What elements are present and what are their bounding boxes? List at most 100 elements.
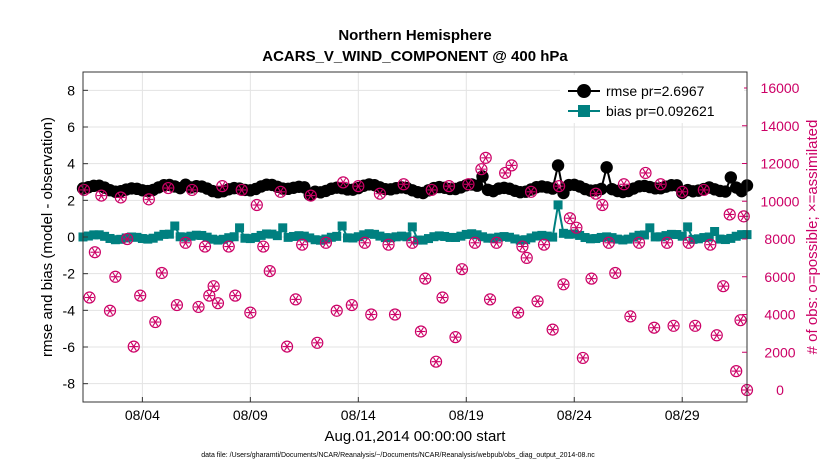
bias-point — [564, 229, 574, 239]
left-tick-label: -4 — [63, 302, 76, 318]
bias-point — [370, 229, 380, 239]
bias-point — [197, 230, 207, 240]
bias-point — [418, 235, 428, 245]
obs-possible-marker — [682, 236, 695, 249]
obs-count-point — [358, 236, 371, 249]
obs-count-point — [382, 238, 395, 251]
obs-assimilated-marker — [587, 274, 597, 283]
obs-assimilated-marker — [641, 168, 651, 178]
bias-point — [294, 231, 304, 241]
bias-point — [477, 232, 487, 242]
obs-assimilated-marker — [90, 247, 100, 257]
obs-assimilated-marker — [245, 308, 255, 317]
bias-point — [553, 200, 563, 210]
obs-possible-marker — [397, 178, 410, 191]
obs-possible-marker — [704, 238, 717, 251]
rmse-point — [719, 185, 732, 198]
obs-assimilated-marker — [332, 306, 342, 316]
bias-point — [704, 232, 714, 242]
obs-count-point — [263, 264, 276, 278]
obs-possible-marker — [490, 236, 503, 249]
obs-count-point — [352, 180, 365, 193]
obs-count-point — [198, 240, 212, 253]
obs-count-point — [585, 272, 598, 285]
obs-possible-marker — [121, 232, 134, 246]
obs-possible-marker — [442, 180, 456, 193]
bias-point — [267, 229, 277, 239]
obs-assimilated-marker — [194, 302, 204, 312]
obs-assimilated-marker — [122, 234, 132, 244]
obs-assimilated-marker — [297, 240, 307, 249]
obs-assimilated-marker — [390, 310, 400, 319]
obs-assimilated-marker — [276, 187, 286, 197]
left-tick-label: 6 — [67, 119, 75, 135]
x-ticks: 08/04 08/09 08/14 08/19 08/24 08/29 — [125, 397, 700, 423]
obs-possible-marker — [516, 240, 529, 253]
left-tick-label: 2 — [67, 192, 75, 208]
obs-count-point — [257, 240, 270, 253]
obs-assimilated-marker — [522, 253, 532, 263]
obs-count-point — [388, 308, 402, 321]
obs-assimilated-marker — [187, 185, 197, 195]
obs-count-point — [95, 189, 108, 202]
bias-point — [720, 235, 730, 245]
rmse-point — [476, 170, 489, 183]
obs-count-point — [570, 221, 583, 234]
bias-point — [143, 234, 153, 244]
obs-assimilated-marker — [347, 300, 357, 310]
right-tick-label: 4000 — [764, 307, 795, 323]
obs-assimilated-marker — [533, 296, 543, 306]
obs-assimilated-marker — [420, 274, 430, 283]
obs-possible-marker — [436, 291, 449, 304]
obs-assimilated-marker — [230, 291, 240, 300]
obs-assimilated-marker — [634, 238, 644, 248]
left-tick-label: 0 — [67, 229, 75, 245]
obs-assimilated-marker — [485, 295, 495, 304]
obs-count-point — [723, 208, 736, 221]
bias-point — [229, 232, 239, 242]
obs-possible-marker — [723, 208, 736, 221]
obs-count-point — [524, 185, 538, 198]
obs-assimilated-marker — [200, 242, 210, 251]
bias-point — [521, 235, 531, 245]
obs-count-point — [455, 263, 469, 276]
bias-point — [629, 232, 639, 242]
obs-assimilated-marker — [444, 181, 454, 191]
right-tick-label: 8000 — [764, 231, 795, 247]
obs-assimilated-marker — [725, 210, 735, 219]
bias-point — [731, 231, 741, 241]
bias-point — [240, 233, 250, 243]
bias-point — [548, 232, 558, 242]
bias-point — [429, 232, 439, 242]
legend-rmse-marker — [577, 84, 591, 98]
obs-possible-marker — [570, 221, 583, 234]
obs-possible-marker — [468, 236, 482, 249]
obs-possible-marker — [250, 198, 263, 212]
obs-count-point — [602, 236, 615, 249]
bias-point — [256, 230, 266, 240]
obs-count-point — [734, 314, 747, 327]
obs-count-point — [244, 306, 257, 319]
obs-possible-marker — [330, 304, 343, 317]
obs-possible-marker — [585, 272, 598, 285]
obs-assimilated-marker — [492, 238, 502, 248]
obs-assimilated-marker — [172, 300, 182, 310]
bias-point — [245, 234, 255, 244]
obs-assimilated-marker — [265, 266, 275, 276]
obs-count-point — [414, 325, 428, 338]
obs-count-point — [704, 238, 717, 251]
bias-point — [116, 234, 126, 244]
bias-point — [634, 230, 644, 240]
obs-count-point — [425, 183, 438, 197]
obs-count-point — [661, 236, 674, 249]
obs-possible-marker — [109, 270, 122, 283]
obs-count-point — [436, 291, 449, 304]
bias-point — [645, 223, 655, 233]
obs-possible-marker — [589, 187, 602, 200]
bias-point — [585, 234, 595, 244]
obs-possible-marker — [229, 289, 242, 302]
obs-count-point — [576, 351, 589, 365]
obs-assimilated-marker — [416, 327, 426, 336]
obs-assimilated-marker — [129, 342, 139, 351]
obs-possible-marker — [537, 238, 551, 251]
